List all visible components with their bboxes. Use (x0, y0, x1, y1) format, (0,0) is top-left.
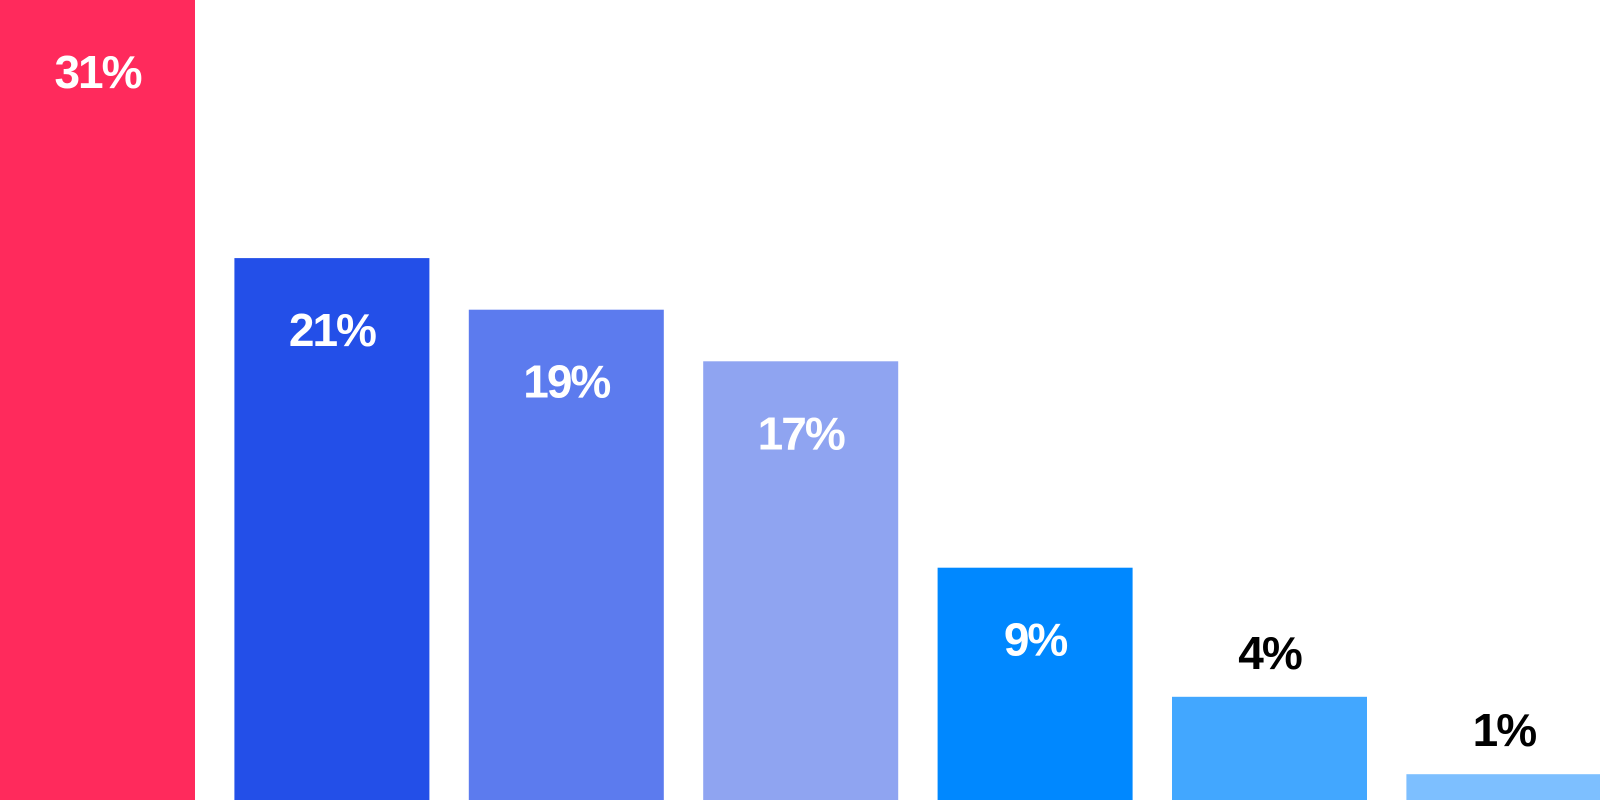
bar-value-label-5: 9% (1004, 614, 1068, 666)
bar-value-label-1: 31% (54, 46, 141, 98)
bar-labels-group: 31% 21% 19% 17% 9% 4% 1% (54, 46, 1538, 756)
bar-1 (0, 0, 195, 800)
bar-6 (1172, 696, 1367, 800)
bar-4 (703, 361, 899, 800)
bar-5 (937, 567, 1133, 800)
bar-value-label-7: 1% (1473, 704, 1537, 756)
bar-2 (234, 258, 430, 800)
bar-value-label-6: 4% (1238, 627, 1302, 679)
bar-value-label-3: 19% (523, 356, 610, 408)
bar-value-label-2: 21% (289, 304, 376, 356)
bar-7 (1406, 774, 1600, 800)
bar-3 (468, 309, 664, 800)
bar-value-label-4: 17% (758, 407, 845, 459)
